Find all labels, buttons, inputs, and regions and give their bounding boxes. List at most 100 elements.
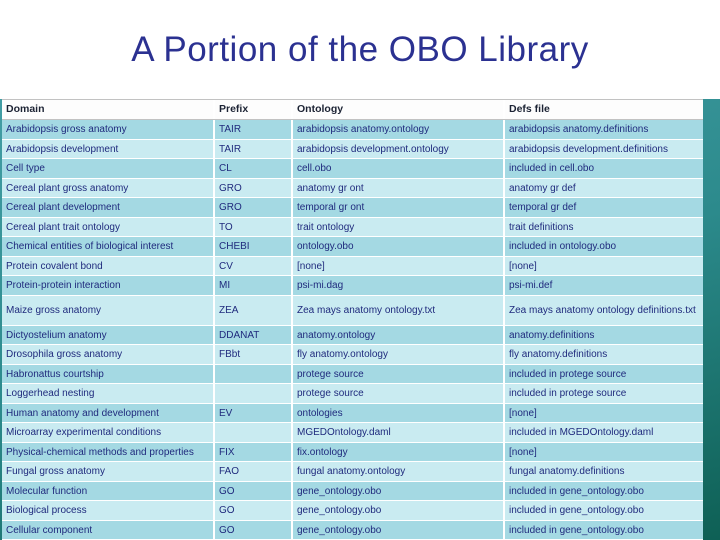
table-cell-prefix: EV: [215, 403, 293, 422]
table-cell-domain: Fungal gross anatomy: [2, 462, 215, 481]
table-cell-domain: Drosophila gross anatomy: [2, 345, 215, 364]
table-cell-ontology: arabidopsis development.ontology: [293, 139, 505, 158]
table-cell-ontology: gene_ontology.obo: [293, 481, 505, 500]
table-row: Habronattus courtship protege source inclu…: [2, 364, 703, 384]
table-row: Physical-chemical methods and properties…: [2, 442, 703, 462]
table-cell-ontology: anatomy.ontology: [293, 325, 505, 344]
column-header-domain: Domain: [2, 100, 215, 119]
table-cell-prefix: GRO: [215, 178, 293, 197]
table-cell-prefix: MI: [215, 276, 293, 295]
table-cell-domain: Biological process: [2, 501, 215, 520]
table-cell-ontology: ontology.obo: [293, 237, 505, 256]
table-cell-defs-file: anatomy.definitions: [505, 325, 703, 344]
table-row: Maize gross anatomy ZEA Zea mays anatomy o…: [2, 295, 703, 326]
table-cell-defs-file: [none]: [505, 403, 703, 422]
table-row: Human anatomy and development EV ontologie…: [2, 403, 703, 423]
table-cell-defs-file: included in gene_ontology.obo: [505, 520, 703, 539]
table-cell-ontology: protege source: [293, 384, 505, 403]
table-cell-prefix: [215, 364, 293, 383]
table-row: Cereal plant trait ontology TO trait ontol…: [2, 217, 703, 237]
table-cell-domain: Human anatomy and development: [2, 403, 215, 422]
table-cell-domain: Chemical entities of biological interest: [2, 237, 215, 256]
table-cell-prefix: GRO: [215, 198, 293, 217]
table-cell-defs-file: included in cell.obo: [505, 159, 703, 178]
table-cell-defs-file: included in MGEDOntology.daml: [505, 423, 703, 442]
table-cell-prefix: FBbt: [215, 345, 293, 364]
table-cell-domain: Arabidopsis development: [2, 139, 215, 158]
table-row: Microarray experimental conditions MGEDOn…: [2, 423, 703, 443]
table-body: Arabidopsis gross anatomy TAIR arabidopsis…: [2, 120, 703, 540]
table-cell-prefix: CHEBI: [215, 237, 293, 256]
table-cell-defs-file: arabidopsis anatomy.definitions: [505, 120, 703, 139]
table-cell-domain: Physical-chemical methods and properties: [2, 442, 215, 461]
table-cell-defs-file: Zea mays anatomy ontology definitions.tx…: [505, 295, 703, 325]
table-cell-defs-file: included in gene_ontology.obo: [505, 501, 703, 520]
table-row: Biological process GO gene_ontology.obo inc…: [2, 501, 703, 521]
table-cell-defs-file: arabidopsis development.definitions: [505, 139, 703, 158]
table-row: Arabidopsis development TAIR arabidopsis d…: [2, 139, 703, 159]
table-cell-prefix: [215, 384, 293, 403]
table-cell-domain: Loggerhead nesting: [2, 384, 215, 403]
table-cell-prefix: FAO: [215, 462, 293, 481]
column-header-defs-file: Defs file: [505, 100, 703, 119]
table-cell-ontology: fly anatomy.ontology: [293, 345, 505, 364]
table-row: Cellular component GO gene_ontology.obo inc…: [2, 520, 703, 540]
table-cell-defs-file: included in protege source: [505, 384, 703, 403]
table-row: Cell type CL cell.obo included in cell.obo: [2, 159, 703, 179]
table-row: Fungal gross anatomy FAO fungal anatomy.on…: [2, 462, 703, 482]
table-row: Dictyostelium anatomy DDANAT anatomy.ontol…: [2, 325, 703, 345]
table-row: Cereal plant development GRO temporal gr o…: [2, 198, 703, 218]
table-cell-ontology: psi-mi.dag: [293, 276, 505, 295]
table-header-row: Domain Prefix Ontology Defs file: [2, 99, 703, 120]
table-cell-prefix: [215, 423, 293, 442]
table-cell-prefix: TAIR: [215, 120, 293, 139]
table-cell-ontology: protege source: [293, 364, 505, 383]
table-row: Molecular function GO gene_ontology.obo inc…: [2, 481, 703, 501]
table-cell-defs-file: trait definitions: [505, 217, 703, 236]
table-cell-ontology: gene_ontology.obo: [293, 520, 505, 539]
table-cell-ontology: fungal anatomy.ontology: [293, 462, 505, 481]
table-cell-domain: Cellular component: [2, 520, 215, 539]
table-cell-prefix: GO: [215, 501, 293, 520]
table-cell-prefix: GO: [215, 520, 293, 539]
table-cell-domain: Cereal plant trait ontology: [2, 217, 215, 236]
table-cell-ontology: MGEDOntology.daml: [293, 423, 505, 442]
table-cell-defs-file: psi-mi.def: [505, 276, 703, 295]
table-cell-domain: Protein covalent bond: [2, 256, 215, 275]
table-cell-ontology: ontologies: [293, 403, 505, 422]
table-cell-prefix: CV: [215, 256, 293, 275]
table-cell-domain: Cereal plant gross anatomy: [2, 178, 215, 197]
table-cell-ontology: Zea mays anatomy ontology.txt: [293, 295, 505, 325]
table-cell-prefix: TAIR: [215, 139, 293, 158]
title-band: A Portion of the OBO Library: [0, 0, 720, 99]
table-cell-prefix: TO: [215, 217, 293, 236]
table-row: Drosophila gross anatomy FBbt fly anatomy.…: [2, 345, 703, 365]
table-row: Cereal plant gross anatomy GRO anatomy gr …: [2, 178, 703, 198]
table-cell-prefix: CL: [215, 159, 293, 178]
table-cell-domain: Cell type: [2, 159, 215, 178]
table-cell-ontology: anatomy gr ont: [293, 178, 505, 197]
table-row: Chemical entities of biological interest…: [2, 237, 703, 257]
table-cell-defs-file: [none]: [505, 442, 703, 461]
table-cell-defs-file: fly anatomy.definitions: [505, 345, 703, 364]
table-cell-defs-file: included in protege source: [505, 364, 703, 383]
column-header-prefix: Prefix: [215, 100, 293, 119]
table-cell-domain: Dictyostelium anatomy: [2, 325, 215, 344]
table-cell-domain: Cereal plant development: [2, 198, 215, 217]
obo-library-table: Domain Prefix Ontology Defs file Arabido…: [2, 99, 703, 540]
table-cell-prefix: FIX: [215, 442, 293, 461]
slide-title: A Portion of the OBO Library: [131, 29, 589, 69]
table-cell-domain: Protein-protein interaction: [2, 276, 215, 295]
table-cell-ontology: temporal gr ont: [293, 198, 505, 217]
table-cell-defs-file: anatomy gr def: [505, 178, 703, 197]
table-cell-ontology: [none]: [293, 256, 505, 275]
table-cell-ontology: trait ontology: [293, 217, 505, 236]
table-cell-defs-file: included in ontology.obo: [505, 237, 703, 256]
table-cell-ontology: cell.obo: [293, 159, 505, 178]
table-row: Loggerhead nesting protege source included…: [2, 384, 703, 404]
table-cell-defs-file: fungal anatomy.definitions: [505, 462, 703, 481]
table-cell-prefix: ZEA: [215, 295, 293, 325]
table-cell-domain: Arabidopsis gross anatomy: [2, 120, 215, 139]
table-cell-defs-file: temporal gr def: [505, 198, 703, 217]
table-cell-defs-file: included in gene_ontology.obo: [505, 481, 703, 500]
